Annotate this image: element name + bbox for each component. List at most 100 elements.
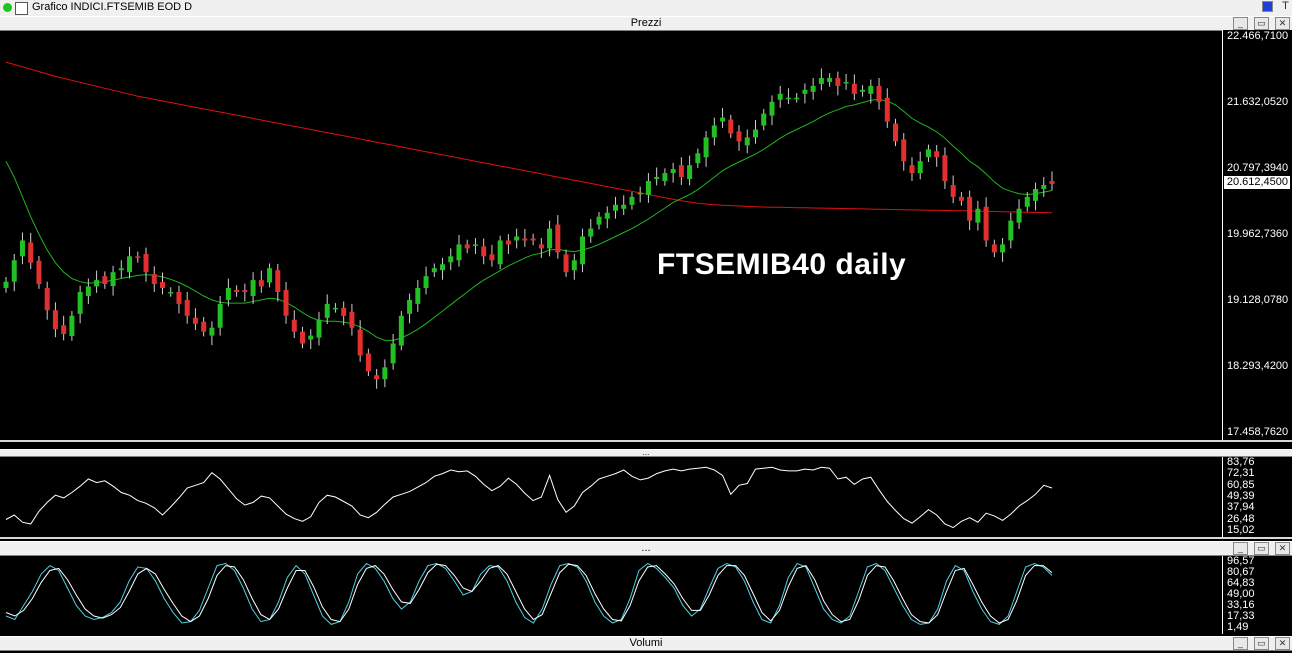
candle bbox=[720, 108, 726, 128]
restore-button[interactable]: ▭ bbox=[1253, 542, 1269, 555]
candle bbox=[596, 211, 602, 230]
axis-tick-label: 72,31 bbox=[1227, 467, 1255, 480]
candle-body bbox=[127, 256, 133, 273]
candle-body bbox=[925, 149, 931, 158]
candle bbox=[777, 85, 783, 108]
candle bbox=[184, 292, 190, 324]
candle-body bbox=[637, 192, 643, 195]
axis-tick-label: 80,67 bbox=[1227, 566, 1255, 578]
candle bbox=[481, 238, 487, 265]
candle-body bbox=[481, 246, 487, 257]
titlebar-right-controls[interactable]: T bbox=[1259, 1, 1292, 13]
price-pane-title: Prezzi bbox=[630, 17, 662, 29]
candle-body bbox=[19, 240, 25, 257]
candle bbox=[1049, 171, 1055, 191]
osc1-pane-title: ... bbox=[642, 448, 650, 457]
candle-body bbox=[711, 125, 717, 138]
candle bbox=[341, 301, 347, 326]
candle bbox=[44, 281, 50, 320]
axis-tick-label: 20.797,3940 bbox=[1227, 162, 1289, 174]
candle bbox=[77, 285, 83, 324]
candle bbox=[472, 238, 478, 254]
candle-body bbox=[94, 280, 100, 287]
minimize-button[interactable]: _ bbox=[1232, 542, 1248, 555]
candle-body bbox=[901, 139, 907, 162]
candle-body bbox=[456, 244, 462, 261]
chart-icon bbox=[15, 2, 28, 15]
candle-body bbox=[654, 177, 660, 180]
candle-body bbox=[11, 260, 17, 282]
candle bbox=[588, 219, 594, 243]
candle-body bbox=[752, 129, 758, 138]
candle-body bbox=[217, 303, 223, 328]
axis-tick-label: 83,76 bbox=[1227, 456, 1255, 468]
candle bbox=[950, 175, 956, 204]
candle bbox=[365, 348, 371, 377]
candle bbox=[448, 248, 454, 271]
candle-body bbox=[884, 97, 890, 122]
candle-body bbox=[522, 238, 528, 241]
candle-body bbox=[102, 276, 108, 285]
candle bbox=[860, 85, 866, 97]
restore-button[interactable]: ▭ bbox=[1253, 637, 1269, 650]
oscillator-chart[interactable] bbox=[0, 457, 1222, 537]
candle-body bbox=[893, 123, 899, 142]
candle-body bbox=[942, 155, 948, 182]
candle bbox=[530, 233, 536, 246]
candle bbox=[604, 206, 610, 229]
candle-body bbox=[159, 282, 165, 289]
restore-button[interactable]: ▭ bbox=[1253, 17, 1269, 30]
close-button[interactable]: ✕ bbox=[1275, 637, 1290, 650]
candle bbox=[744, 129, 750, 154]
price-chart[interactable] bbox=[0, 30, 1222, 440]
candle bbox=[28, 232, 34, 270]
pane-divider[interactable] bbox=[0, 440, 1292, 442]
candle bbox=[407, 293, 413, 324]
close-button[interactable]: ✕ bbox=[1275, 17, 1290, 30]
color-square-icon[interactable] bbox=[1261, 1, 1273, 12]
candle-body bbox=[934, 151, 940, 158]
candle-body bbox=[176, 292, 182, 304]
candle-body bbox=[258, 280, 264, 287]
candle-body bbox=[365, 353, 371, 372]
minimize-button[interactable]: _ bbox=[1232, 637, 1248, 650]
candle bbox=[357, 320, 363, 362]
candle-body bbox=[61, 325, 67, 335]
candle bbox=[36, 255, 42, 289]
axis-tick-label: 18.293,4200 bbox=[1227, 360, 1289, 372]
axis-tick-label: 15,02 bbox=[1227, 524, 1255, 536]
candle bbox=[423, 266, 429, 295]
candle bbox=[209, 321, 215, 346]
candle-body bbox=[967, 196, 973, 221]
stoch-d-line bbox=[5, 563, 1053, 624]
candle bbox=[736, 125, 742, 151]
candle bbox=[234, 285, 240, 297]
close-button[interactable]: ✕ bbox=[1275, 542, 1290, 555]
candle bbox=[250, 272, 256, 304]
candle bbox=[1041, 177, 1047, 197]
candle-body bbox=[135, 256, 141, 258]
stochastic-chart[interactable] bbox=[0, 556, 1222, 634]
last-price-label: 20.612,4500 bbox=[1224, 176, 1290, 189]
candle bbox=[893, 118, 899, 147]
candle bbox=[761, 108, 767, 131]
text-tool-button[interactable]: T bbox=[1282, 0, 1289, 12]
stoch-pane-title: ... bbox=[641, 542, 651, 554]
axis-tick-label: 17.458,7620 bbox=[1227, 426, 1289, 438]
candle bbox=[143, 247, 149, 282]
candle bbox=[991, 239, 997, 258]
candle bbox=[925, 144, 931, 162]
candle-body bbox=[300, 331, 306, 344]
price-axis: 22.466,7100 21.632,0520 20.797,3940 19.962,… bbox=[1222, 30, 1292, 440]
candle bbox=[752, 119, 758, 144]
candle-body bbox=[324, 303, 330, 318]
minimize-button[interactable]: _ bbox=[1232, 17, 1248, 30]
candle-body bbox=[184, 299, 190, 316]
app-icon bbox=[3, 3, 12, 12]
candle-body bbox=[678, 165, 684, 178]
candle-body bbox=[1033, 188, 1039, 201]
candle-body bbox=[489, 254, 495, 261]
pane-divider[interactable] bbox=[0, 537, 1292, 539]
osc1-pane-header: ... bbox=[0, 449, 1292, 457]
candle bbox=[843, 73, 849, 90]
